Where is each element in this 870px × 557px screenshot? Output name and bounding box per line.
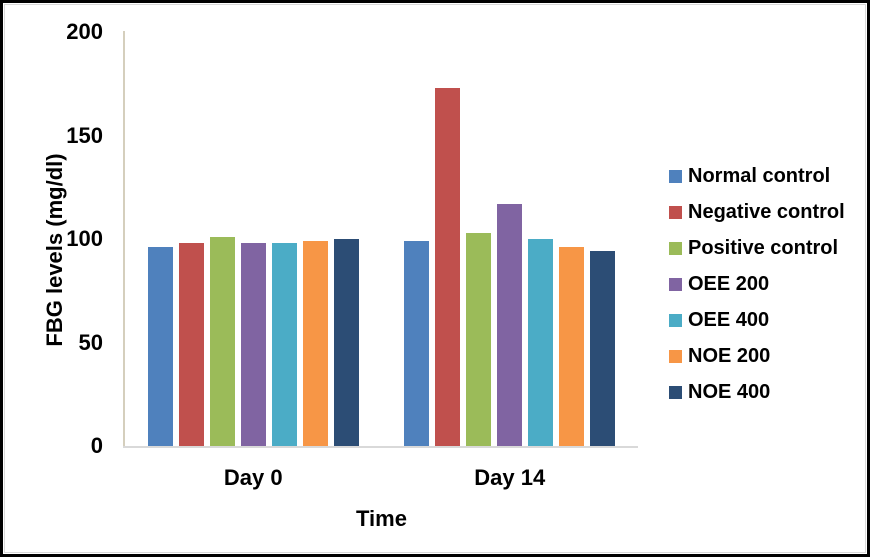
bar-noe-200-day-0	[303, 241, 328, 446]
legend-label: NOE 400	[688, 381, 770, 404]
legend-swatch-icon	[669, 242, 682, 255]
y-tick-label-100: 100	[3, 225, 103, 253]
legend-item-oee-200: OEE 200	[669, 266, 845, 302]
bar-oee-400-day-14	[528, 239, 553, 446]
bar-oee-200-day-14	[497, 204, 522, 446]
x-axis-category-labels: Day 0Day 14	[125, 465, 638, 491]
bar-group-day-14	[382, 32, 639, 446]
legend-swatch-icon	[669, 170, 682, 183]
bar-noe-400-day-14	[590, 251, 615, 446]
legend-swatch-icon	[669, 206, 682, 219]
legend-label: OEE 400	[688, 309, 769, 332]
y-tick-label-0: 0	[3, 432, 103, 460]
legend-label: NOE 200	[688, 345, 770, 368]
y-tick-label-50: 50	[3, 329, 103, 357]
bar-positive-control-day-14	[466, 233, 491, 446]
legend-label: Normal control	[688, 165, 830, 188]
legend-item-oee-400: OEE 400	[669, 302, 845, 338]
legend-label: Negative control	[688, 201, 845, 224]
legend-item-noe-200: NOE 200	[669, 338, 845, 374]
legend-item-negative-control: Negative control	[669, 194, 845, 230]
fbg-bar-chart: FBG levels (mg/dl) 050100150200 Day 0Day…	[0, 0, 870, 557]
legend-label: Positive control	[688, 237, 838, 260]
x-category-label-day-0: Day 0	[125, 465, 382, 491]
bar-negative-control-day-0	[179, 243, 204, 446]
bar-noe-400-day-0	[334, 239, 359, 446]
legend-item-positive-control: Positive control	[669, 230, 845, 266]
legend-item-noe-400: NOE 400	[669, 374, 845, 410]
bar-normal-control-day-14	[404, 241, 429, 446]
legend-item-normal-control: Normal control	[669, 158, 845, 194]
legend-swatch-icon	[669, 314, 682, 327]
legend-swatch-icon	[669, 350, 682, 363]
plot-area	[125, 32, 638, 446]
legend: Normal control Negative control Positive c…	[669, 158, 845, 410]
x-category-label-day-14: Day 14	[382, 465, 639, 491]
bar-negative-control-day-14	[435, 88, 460, 446]
legend-swatch-icon	[669, 386, 682, 399]
bar-group-day-0	[125, 32, 382, 446]
bar-oee-200-day-0	[241, 243, 266, 446]
bar-oee-400-day-0	[272, 243, 297, 446]
y-tick-label-200: 200	[3, 18, 103, 46]
bar-noe-200-day-14	[559, 247, 584, 446]
y-tick-label-150: 150	[3, 122, 103, 150]
bar-positive-control-day-0	[210, 237, 235, 446]
legend-label: OEE 200	[688, 273, 769, 296]
x-axis-line	[123, 446, 638, 448]
legend-swatch-icon	[669, 278, 682, 291]
x-axis-title: Time	[125, 506, 638, 532]
bar-normal-control-day-0	[148, 247, 173, 446]
